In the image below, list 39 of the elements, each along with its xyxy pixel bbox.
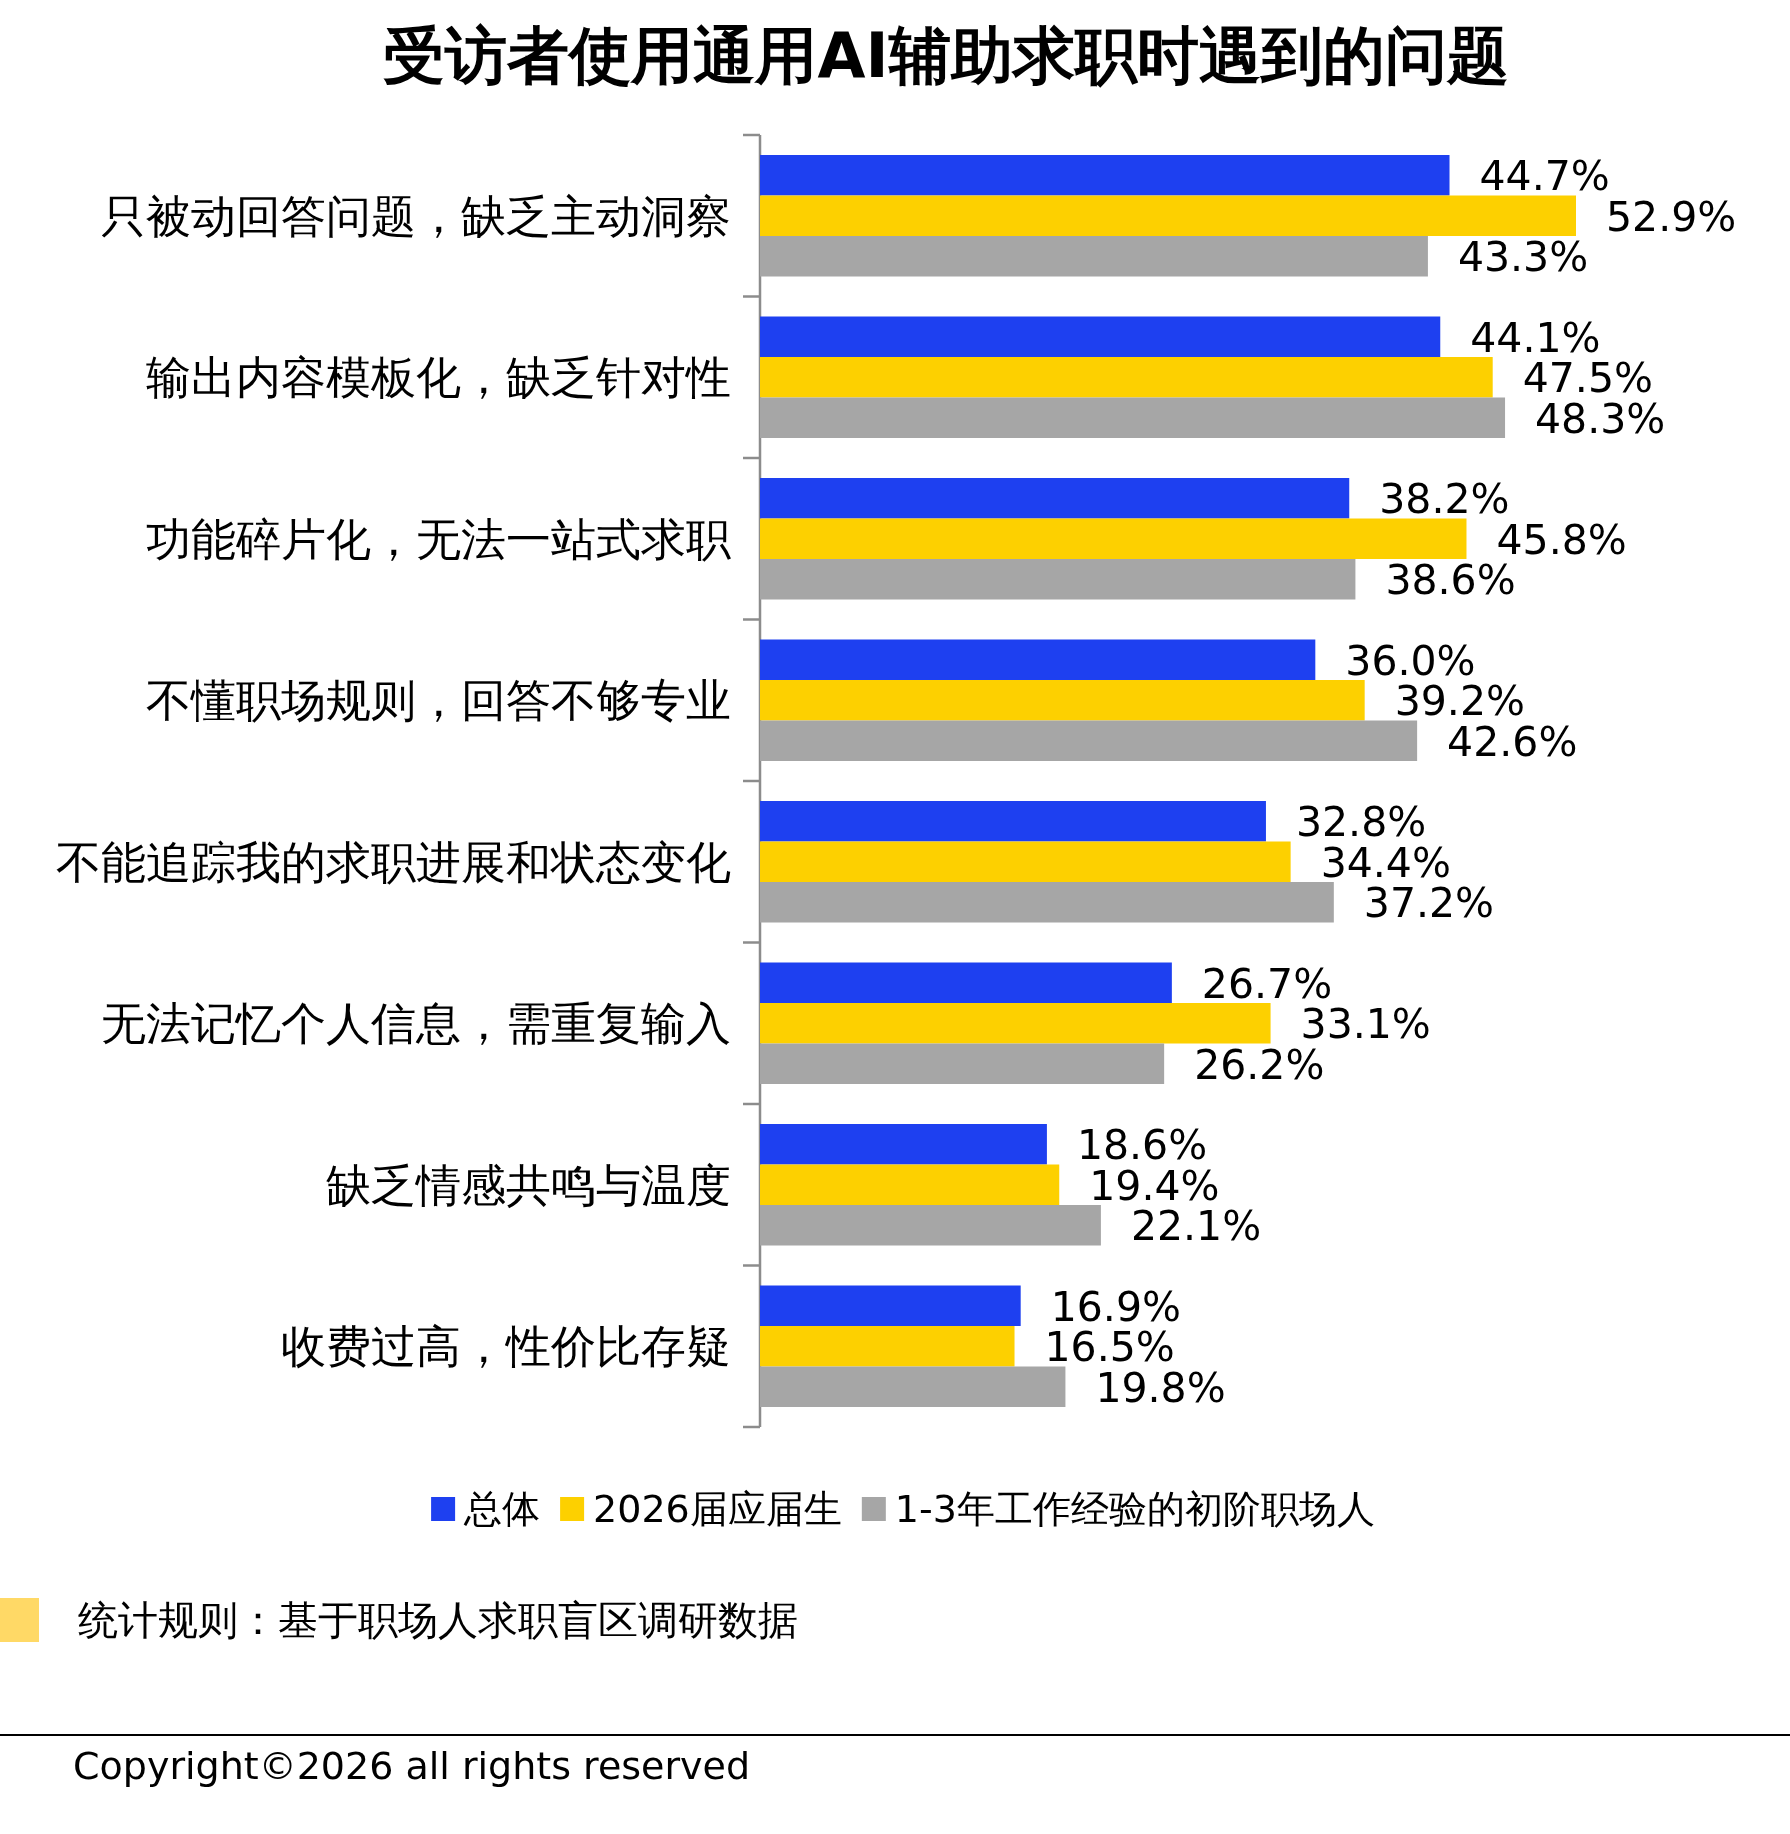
bar: [760, 1043, 1165, 1084]
bar: [760, 559, 1356, 600]
bar: [760, 155, 1450, 196]
bar: [760, 478, 1350, 519]
bar: [760, 841, 1291, 882]
legend-label: 总体: [463, 1487, 541, 1531]
bar: [760, 801, 1266, 842]
legend-label: 1-3年工作经验的初阶职场人: [894, 1487, 1375, 1531]
bar: [760, 1285, 1021, 1326]
bar: [760, 1326, 1015, 1367]
bar: [760, 1205, 1101, 1246]
bar: [760, 195, 1576, 236]
text: 统计规则：基于职场人求职盲区调研数据: [78, 1597, 798, 1643]
y-tick-label: 不懂职场规则，回答不够专业: [146, 673, 731, 727]
bar: [760, 1366, 1066, 1407]
y-tick-label: 缺乏情感共鸣与温度: [326, 1158, 731, 1212]
y-tick-label: 不能追踪我的求职进展和状态变化: [56, 835, 731, 889]
bar: [760, 1124, 1047, 1165]
y-tick-label: 输出内容模板化，缺乏针对性: [146, 350, 731, 404]
bar: [760, 357, 1493, 398]
bar: [760, 962, 1172, 1003]
bar: [760, 1164, 1060, 1205]
text: Copyright©2026 all rights reserved: [73, 1744, 751, 1788]
bar: [760, 236, 1428, 277]
bar: [760, 316, 1441, 357]
bar: [760, 720, 1418, 761]
bar: [760, 882, 1334, 923]
chart-title: 受访者使用通用AI辅助求职时遇到的问题: [383, 18, 1509, 92]
bar: [760, 639, 1316, 680]
bar: [760, 518, 1467, 559]
bar: [760, 680, 1365, 721]
y-tick-label: 收费过高，性价比存疑: [281, 1319, 731, 1373]
y-tick-label: 无法记忆个人信息，需重复输入: [101, 996, 731, 1050]
y-tick-label: 功能碎片化，无法一站式求职: [146, 512, 731, 566]
legend-label: 2026届应届生: [593, 1487, 842, 1531]
y-tick-label: 只被动回答问题，缺乏主动洞察: [101, 189, 731, 243]
bar: [760, 1003, 1271, 1044]
bar: [760, 397, 1506, 438]
data-label: 43.3%: [1457, 233, 1589, 282]
